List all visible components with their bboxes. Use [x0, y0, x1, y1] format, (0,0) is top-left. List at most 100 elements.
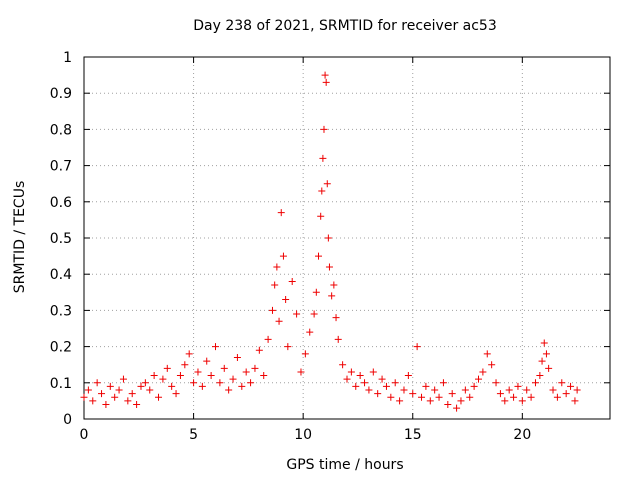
data-point: [356, 372, 364, 380]
data-point: [352, 382, 360, 390]
data-point: [203, 357, 211, 365]
data-point: [466, 393, 474, 401]
data-point: [128, 390, 136, 398]
data-point: [80, 393, 88, 401]
data-point: [553, 393, 561, 401]
chart-title: Day 238 of 2021, SRMTID for receiver ac5…: [193, 18, 497, 34]
data-point: [330, 281, 338, 289]
x-tick-label: 15: [404, 427, 422, 443]
data-point: [247, 379, 255, 387]
data-point: [558, 379, 566, 387]
data-point: [251, 364, 259, 372]
data-point: [531, 379, 539, 387]
data-point: [396, 397, 404, 405]
data-point: [448, 390, 456, 398]
data-point: [435, 393, 443, 401]
data-point: [361, 379, 369, 387]
data-point: [242, 368, 250, 376]
x-axis-label: GPS time / hours: [286, 457, 404, 473]
data-point: [505, 386, 513, 394]
data-point: [453, 404, 461, 412]
data-point: [315, 252, 323, 260]
x-tick-label: 5: [189, 427, 198, 443]
data-point: [133, 401, 141, 409]
data-point: [268, 306, 276, 314]
data-point: [332, 314, 340, 322]
data-point: [527, 393, 535, 401]
data-point: [150, 372, 158, 380]
x-tick-label: 20: [513, 427, 531, 443]
y-tick-label: 0.2: [50, 340, 72, 356]
data-point: [93, 379, 101, 387]
data-point: [273, 263, 281, 271]
data-point: [325, 263, 333, 271]
data-point: [297, 368, 305, 376]
y-tick-label: 0.9: [50, 86, 72, 102]
data-point: [334, 335, 342, 343]
data-point: [319, 154, 327, 162]
data-point: [317, 212, 325, 220]
data-point: [185, 350, 193, 358]
data-point: [400, 386, 408, 394]
data-point: [277, 209, 285, 217]
data-point: [119, 375, 127, 383]
data-point: [444, 401, 452, 409]
data-point: [216, 379, 224, 387]
data-point: [279, 252, 287, 260]
data-point: [387, 393, 395, 401]
data-point: [124, 397, 132, 405]
data-point: [479, 368, 487, 376]
data-point: [141, 379, 149, 387]
y-tick-label: 0.5: [50, 231, 72, 247]
data-point: [89, 397, 97, 405]
y-axis-label: SRMTID / TECUs: [12, 180, 28, 294]
data-point: [426, 397, 434, 405]
data-point: [271, 281, 279, 289]
data-point: [567, 382, 575, 390]
data-point: [378, 375, 386, 383]
data-point: [339, 361, 347, 369]
data-point: [562, 390, 570, 398]
data-point: [194, 368, 202, 376]
data-point: [275, 317, 283, 325]
data-point: [571, 397, 579, 405]
data-point: [84, 386, 92, 394]
data-point: [320, 125, 328, 133]
y-tick-label: 0.8: [50, 122, 72, 138]
data-point: [322, 78, 330, 86]
data-point: [382, 382, 390, 390]
y-tick-label: 0: [63, 412, 72, 428]
data-point: [422, 382, 430, 390]
data-point: [282, 296, 290, 304]
x-tick-label: 10: [294, 427, 312, 443]
data-point: [159, 375, 167, 383]
y-tick-label: 0.3: [50, 303, 72, 319]
data-point: [501, 397, 509, 405]
data-point: [106, 382, 114, 390]
data-point: [146, 386, 154, 394]
data-point: [496, 390, 504, 398]
data-point: [190, 379, 198, 387]
data-point: [488, 361, 496, 369]
data-point: [549, 386, 557, 394]
data-point: [542, 350, 550, 358]
data-point: [323, 180, 331, 188]
data-point: [264, 335, 272, 343]
data-point: [523, 386, 531, 394]
y-tick-label: 0.4: [50, 267, 72, 283]
data-point: [255, 346, 263, 354]
data-point: [260, 372, 268, 380]
data-point: [431, 386, 439, 394]
data-point: [365, 386, 373, 394]
data-point: [457, 397, 465, 405]
data-point: [306, 328, 314, 336]
data-point: [229, 375, 237, 383]
data-point: [168, 382, 176, 390]
y-tick-label: 0.6: [50, 195, 72, 211]
data-point: [155, 393, 163, 401]
data-point: [225, 386, 233, 394]
data-point: [540, 339, 548, 347]
data-point: [518, 397, 526, 405]
data-point: [391, 379, 399, 387]
